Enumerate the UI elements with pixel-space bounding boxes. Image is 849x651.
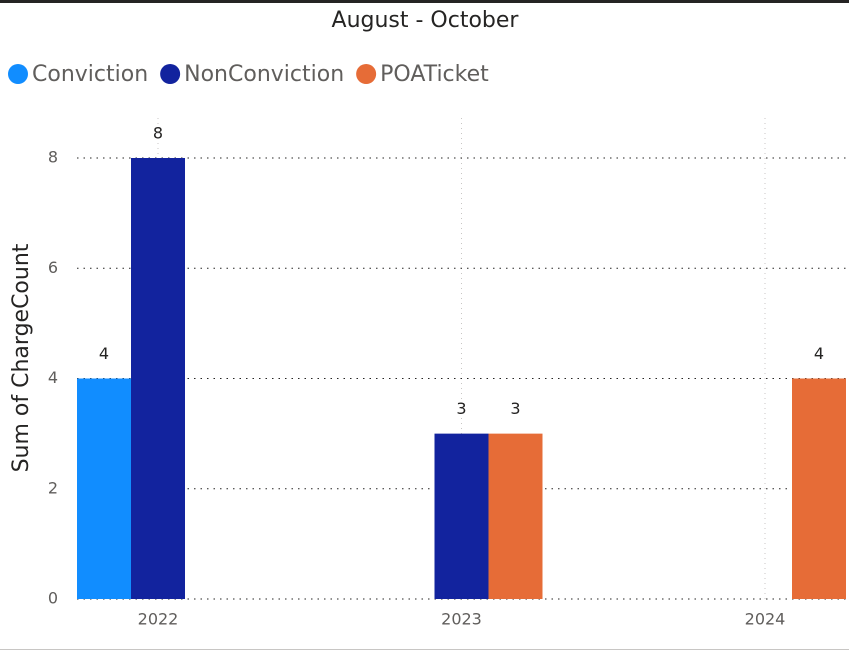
chart-title: August - October (332, 8, 520, 33)
data-label: 3 (456, 399, 466, 418)
y-tick-label: 4 (48, 368, 58, 387)
y-tick-label: 2 (48, 478, 58, 497)
bar (434, 433, 489, 599)
bar (77, 378, 131, 599)
data-label: 8 (153, 124, 163, 143)
y-axis-label: Sum of ChargeCount (9, 243, 34, 472)
y-tick-label: 6 (48, 258, 58, 277)
bar (131, 158, 185, 599)
data-label: 4 (814, 344, 824, 363)
y-tick-label: 8 (48, 148, 58, 167)
data-label: 4 (99, 344, 109, 363)
x-tick-label: 2022 (138, 610, 179, 629)
legend-label: Conviction (32, 62, 148, 87)
data-label: 3 (510, 399, 520, 418)
legend-marker (356, 64, 377, 84)
legend-marker (8, 64, 28, 84)
legend-marker (160, 64, 181, 84)
bar (792, 378, 846, 599)
legend-label: POATicket (380, 62, 489, 87)
y-tick-label: 0 (48, 589, 58, 608)
x-tick-label: 2023 (441, 610, 482, 629)
top-border (0, 0, 849, 3)
bar (488, 433, 543, 599)
legend-label: NonConviction (184, 62, 344, 87)
x-tick-label: 2024 (745, 610, 786, 629)
